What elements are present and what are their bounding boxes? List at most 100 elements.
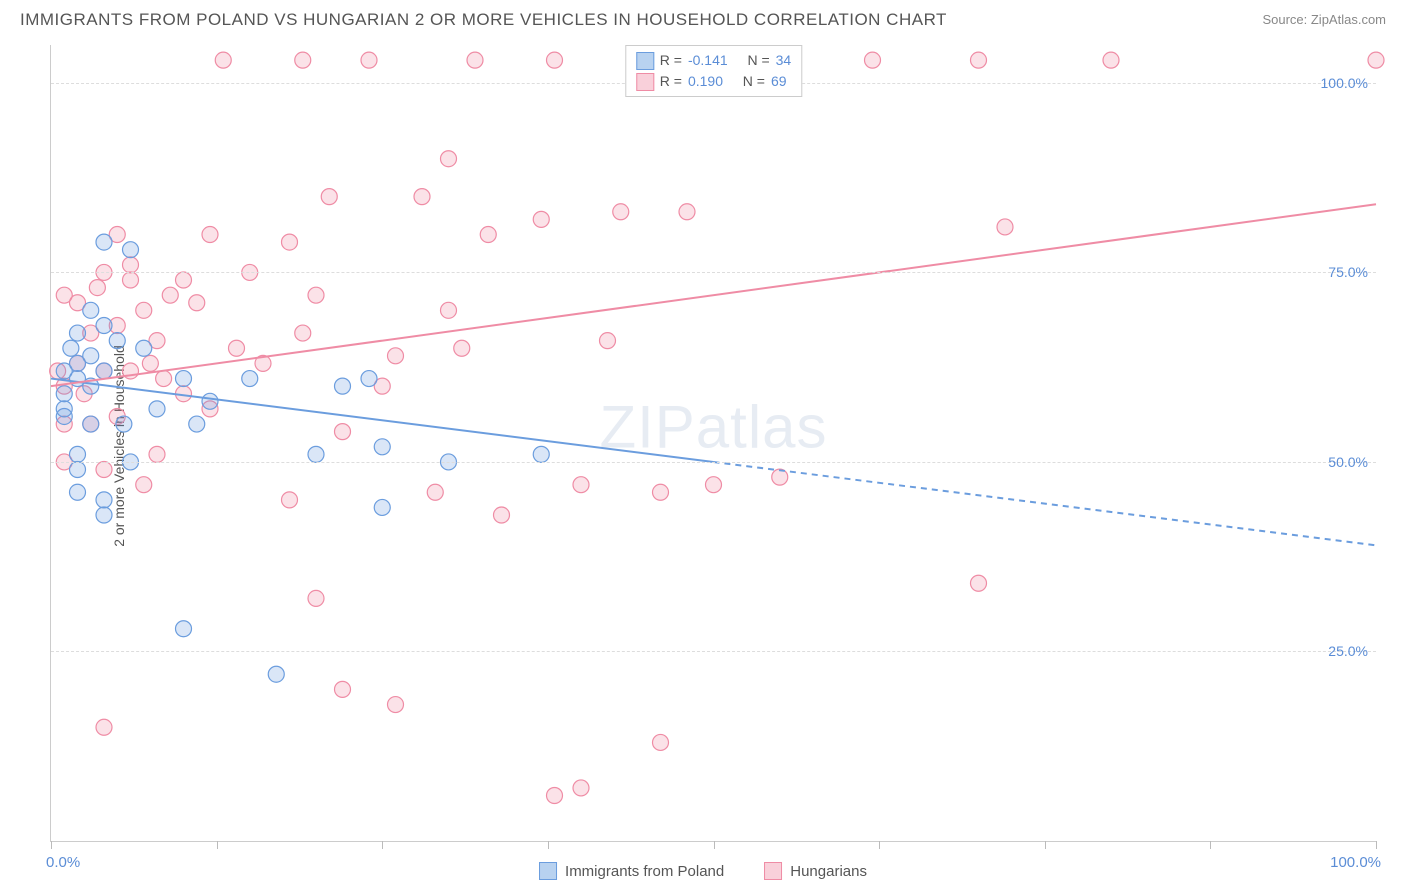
- gridline-h: [51, 651, 1376, 652]
- scatter-point-hungarian: [149, 446, 165, 462]
- scatter-point-poland: [374, 499, 390, 515]
- y-tick-label: 75.0%: [1328, 264, 1368, 280]
- legend-stats-row-poland: R = -0.141 N = 34: [636, 50, 791, 71]
- scatter-point-poland: [70, 484, 86, 500]
- scatter-point-hungarian: [653, 734, 669, 750]
- scatter-point-hungarian: [971, 52, 987, 68]
- scatter-point-hungarian: [653, 484, 669, 500]
- x-tick: [879, 841, 880, 849]
- trend-line: [51, 204, 1376, 386]
- scatter-point-hungarian: [136, 477, 152, 493]
- scatter-point-hungarian: [547, 52, 563, 68]
- x-tick: [548, 841, 549, 849]
- x-tick: [217, 841, 218, 849]
- scatter-point-hungarian: [361, 52, 377, 68]
- scatter-point-hungarian: [295, 52, 311, 68]
- scatter-point-poland: [70, 446, 86, 462]
- swatch-poland-icon: [539, 862, 557, 880]
- scatter-point-poland: [361, 371, 377, 387]
- scatter-point-hungarian: [971, 575, 987, 591]
- swatch-hungarian-icon: [764, 862, 782, 880]
- scatter-point-poland: [96, 507, 112, 523]
- x-tick: [1210, 841, 1211, 849]
- r-value-poland: -0.141: [688, 50, 728, 71]
- scatter-point-hungarian: [573, 780, 589, 796]
- scatter-point-poland: [70, 325, 86, 341]
- scatter-point-poland: [123, 242, 139, 258]
- r-value-hungarian: 0.190: [688, 71, 723, 92]
- scatter-point-hungarian: [96, 719, 112, 735]
- scatter-point-poland: [374, 439, 390, 455]
- legend-series: Immigrants from Poland Hungarians: [539, 862, 867, 880]
- gridline-h: [51, 272, 1376, 273]
- plot-svg: [51, 45, 1376, 841]
- scatter-point-hungarian: [335, 424, 351, 440]
- y-tick-label: 50.0%: [1328, 454, 1368, 470]
- scatter-point-poland: [242, 371, 258, 387]
- scatter-point-hungarian: [1368, 52, 1384, 68]
- scatter-point-hungarian: [123, 272, 139, 288]
- legend-stats: R = -0.141 N = 34 R = 0.190 N = 69: [625, 45, 802, 97]
- scatter-point-hungarian: [142, 355, 158, 371]
- r-label: R =: [660, 71, 682, 92]
- scatter-point-hungarian: [706, 477, 722, 493]
- x-tick: [1045, 841, 1046, 849]
- y-tick-label: 25.0%: [1328, 643, 1368, 659]
- scatter-point-hungarian: [480, 227, 496, 243]
- scatter-point-hungarian: [427, 484, 443, 500]
- x-tick: [714, 841, 715, 849]
- scatter-point-hungarian: [282, 492, 298, 508]
- scatter-point-poland: [56, 386, 72, 402]
- scatter-point-poland: [56, 401, 72, 417]
- scatter-point-hungarian: [189, 295, 205, 311]
- scatter-point-poland: [268, 666, 284, 682]
- scatter-point-hungarian: [772, 469, 788, 485]
- scatter-point-hungarian: [388, 348, 404, 364]
- n-label: N =: [747, 50, 769, 71]
- scatter-point-poland: [83, 302, 99, 318]
- legend-label-hungarian: Hungarians: [790, 863, 867, 880]
- x-tick-label-left: 0.0%: [46, 854, 80, 871]
- x-tick: [382, 841, 383, 849]
- scatter-point-hungarian: [335, 681, 351, 697]
- scatter-point-poland: [335, 378, 351, 394]
- swatch-hungarian-icon: [636, 73, 654, 91]
- scatter-point-hungarian: [454, 340, 470, 356]
- scatter-point-poland: [176, 371, 192, 387]
- scatter-point-hungarian: [388, 697, 404, 713]
- scatter-point-hungarian: [1103, 52, 1119, 68]
- scatter-point-hungarian: [997, 219, 1013, 235]
- scatter-point-poland: [176, 621, 192, 637]
- scatter-point-poland: [63, 340, 79, 356]
- scatter-point-hungarian: [202, 227, 218, 243]
- n-value-hungarian: 69: [771, 71, 787, 92]
- n-label: N =: [743, 71, 765, 92]
- trend-line: [714, 462, 1377, 545]
- scatter-point-poland: [96, 317, 112, 333]
- source-label: Source: ZipAtlas.com: [1262, 12, 1386, 27]
- scatter-point-poland: [70, 462, 86, 478]
- scatter-point-poland: [116, 416, 132, 432]
- scatter-point-hungarian: [600, 333, 616, 349]
- scatter-point-hungarian: [156, 371, 172, 387]
- chart-title: IMMIGRANTS FROM POLAND VS HUNGARIAN 2 OR…: [20, 10, 947, 30]
- scatter-point-hungarian: [414, 189, 430, 205]
- legend-item-poland: Immigrants from Poland: [539, 862, 724, 880]
- scatter-point-hungarian: [282, 234, 298, 250]
- scatter-point-poland: [96, 492, 112, 508]
- scatter-point-poland: [189, 416, 205, 432]
- scatter-point-hungarian: [215, 52, 231, 68]
- scatter-point-poland: [83, 416, 99, 432]
- scatter-point-hungarian: [533, 211, 549, 227]
- scatter-point-hungarian: [123, 257, 139, 273]
- scatter-point-hungarian: [679, 204, 695, 220]
- scatter-point-poland: [149, 401, 165, 417]
- legend-stats-row-hungarian: R = 0.190 N = 69: [636, 71, 791, 92]
- r-label: R =: [660, 50, 682, 71]
- scatter-point-hungarian: [308, 590, 324, 606]
- scatter-point-poland: [533, 446, 549, 462]
- gridline-h: [51, 462, 1376, 463]
- scatter-point-hungarian: [613, 204, 629, 220]
- scatter-point-hungarian: [89, 280, 105, 296]
- scatter-point-hungarian: [229, 340, 245, 356]
